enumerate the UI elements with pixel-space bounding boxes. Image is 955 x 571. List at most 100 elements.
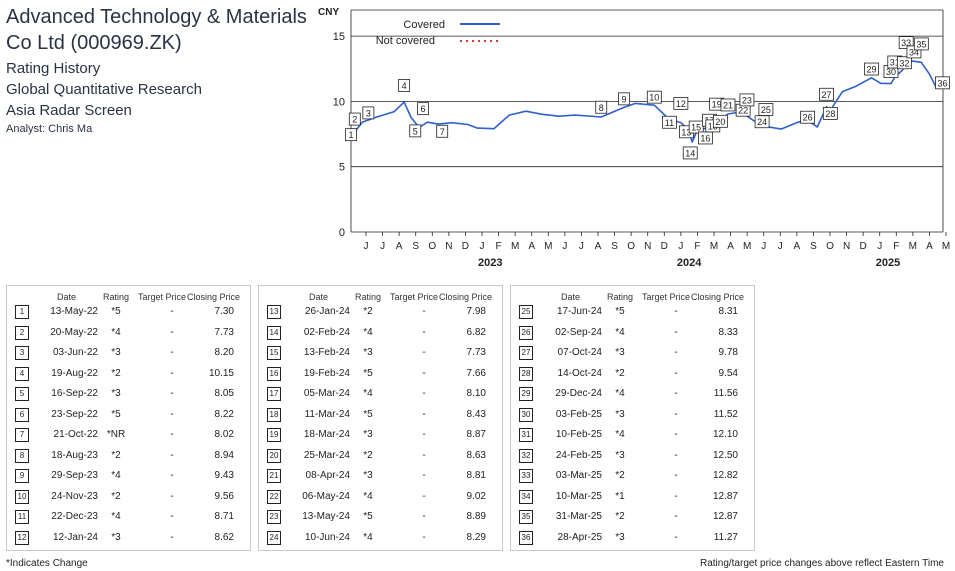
cell-target: - bbox=[674, 367, 678, 379]
cell-date: 07-Oct-24 bbox=[557, 347, 602, 358]
table-header-rating: Rating bbox=[103, 292, 130, 302]
table-row: 32 24-Feb-25 *3 - 12.50 bbox=[511, 447, 756, 467]
row-number: 36 bbox=[519, 530, 533, 545]
cell-rating: *5 bbox=[363, 408, 373, 420]
rating-marker bbox=[682, 146, 698, 160]
cell-close: 12.50 bbox=[712, 449, 738, 461]
cell-date: 17-Jun-24 bbox=[556, 306, 602, 317]
table-header-target: Target Price bbox=[390, 292, 439, 302]
row-number: 21 bbox=[267, 469, 281, 483]
table-header-target: Target Price bbox=[138, 292, 187, 302]
rating-marker bbox=[595, 100, 608, 114]
table-header-closing: Closing Price bbox=[439, 292, 493, 302]
cell-close: 8.33 bbox=[718, 326, 738, 338]
rating-marker bbox=[417, 102, 429, 116]
year-label: 2024 bbox=[677, 257, 702, 269]
rating-marker-label: 36 bbox=[937, 78, 947, 88]
x-tick-label: S bbox=[810, 241, 817, 252]
row-number: 35 bbox=[519, 510, 533, 524]
x-tick-label: O bbox=[627, 241, 635, 252]
rating-marker-label: 6 bbox=[421, 104, 426, 114]
table-row: 36 28-Apr-25 *3 - 11.27 bbox=[511, 529, 756, 549]
cell-target: - bbox=[170, 306, 174, 317]
cell-target: - bbox=[170, 388, 174, 399]
rating-marker-label: 25 bbox=[761, 105, 771, 115]
cell-rating: *3 bbox=[363, 470, 373, 481]
rating-marker bbox=[348, 112, 361, 126]
cell-rating: *4 bbox=[111, 326, 121, 338]
rating-marker-label: 21 bbox=[723, 100, 733, 110]
x-tick-label: A bbox=[396, 241, 403, 252]
rating-marker-label: 18 bbox=[708, 121, 718, 131]
x-tick-label: S bbox=[611, 241, 618, 252]
cell-close: 8.20 bbox=[214, 347, 234, 358]
cell-close: 8.43 bbox=[466, 408, 486, 420]
legend-not-covered-label: Not covered bbox=[376, 35, 435, 47]
rating-marker-label: 3 bbox=[366, 108, 371, 118]
rating-marker-label: 33 bbox=[901, 38, 911, 48]
cell-close: 8.22 bbox=[214, 408, 234, 420]
x-tick-label: N bbox=[445, 241, 452, 252]
table-row: 28 14-Oct-24 *2 - 9.54 bbox=[511, 365, 756, 385]
rating-marker-label: 2 bbox=[352, 115, 357, 125]
row-number: 6 bbox=[15, 407, 29, 422]
subtitle-screen: Asia Radar Screen bbox=[6, 102, 132, 119]
table-header-rating: Rating bbox=[607, 292, 634, 302]
rating-marker-label: 35 bbox=[916, 39, 926, 49]
legend-covered-label: Covered bbox=[403, 19, 445, 31]
row-number: 14 bbox=[267, 325, 281, 340]
rating-marker-label: 12 bbox=[676, 99, 686, 109]
cell-target: - bbox=[170, 429, 174, 440]
row-number: 20 bbox=[267, 448, 281, 463]
cell-rating: *3 bbox=[615, 347, 625, 358]
cell-rating: *3 bbox=[111, 347, 121, 358]
cell-target: - bbox=[170, 470, 174, 481]
cell-close: 8.31 bbox=[718, 306, 738, 317]
rating-marker-label: 29 bbox=[866, 65, 876, 75]
cell-rating: *4 bbox=[615, 388, 625, 399]
cell-rating: *5 bbox=[363, 367, 373, 379]
cell-date: 25-Mar-24 bbox=[303, 449, 350, 461]
table-row: 15 13-Feb-24 *3 - 7.73 bbox=[259, 344, 504, 364]
cell-date: 05-Mar-24 bbox=[303, 388, 350, 399]
cell-close: 12.10 bbox=[712, 429, 738, 440]
table-row: 17 05-Mar-24 *4 - 8.10 bbox=[259, 385, 504, 405]
cell-rating: *4 bbox=[363, 388, 373, 399]
cell-rating: *2 bbox=[363, 306, 373, 317]
cell-rating: *2 bbox=[615, 511, 625, 522]
rating-marker-label: 8 bbox=[599, 103, 604, 113]
cell-close: 8.63 bbox=[466, 449, 486, 461]
cell-close: 8.62 bbox=[214, 531, 234, 543]
x-tick-label: M bbox=[743, 241, 751, 252]
cell-date: 10-Jun-24 bbox=[304, 531, 350, 543]
row-number: 26 bbox=[519, 325, 533, 340]
cell-rating: *4 bbox=[363, 531, 373, 543]
cell-close: 12.87 bbox=[712, 511, 738, 522]
row-number: 19 bbox=[267, 428, 281, 442]
cell-date: 24-Nov-23 bbox=[51, 490, 98, 502]
x-tick-label: A bbox=[595, 241, 602, 252]
row-number: 15 bbox=[267, 346, 281, 360]
cell-rating: *5 bbox=[111, 408, 121, 420]
cell-close: 7.98 bbox=[466, 306, 486, 317]
cell-close: 8.81 bbox=[466, 470, 486, 481]
cell-target: - bbox=[674, 408, 678, 420]
cell-target: - bbox=[422, 388, 426, 399]
row-number: 23 bbox=[267, 510, 281, 524]
rating-marker bbox=[646, 90, 662, 104]
x-tick-label: S bbox=[412, 241, 419, 252]
table-row: 30 03-Feb-25 *3 - 11.52 bbox=[511, 406, 756, 426]
cell-target: - bbox=[170, 449, 174, 461]
subtitle-rating-history: Rating History bbox=[6, 60, 101, 77]
x-tick-label: M bbox=[909, 241, 917, 252]
row-number: 34 bbox=[519, 489, 533, 504]
analyst-name: Analyst: Chris Ma bbox=[6, 123, 93, 135]
cell-close: 12.87 bbox=[712, 490, 738, 502]
x-tick-label: M bbox=[544, 241, 552, 252]
rating-marker-label: 22 bbox=[738, 106, 748, 116]
cell-rating: *4 bbox=[363, 326, 373, 338]
rating-table-3: Date Rating Target Price Closing Price 25 17-… bbox=[510, 285, 755, 551]
cell-target: - bbox=[422, 470, 426, 481]
cell-close: 12.82 bbox=[712, 470, 738, 481]
x-tick-label: A bbox=[727, 241, 734, 252]
